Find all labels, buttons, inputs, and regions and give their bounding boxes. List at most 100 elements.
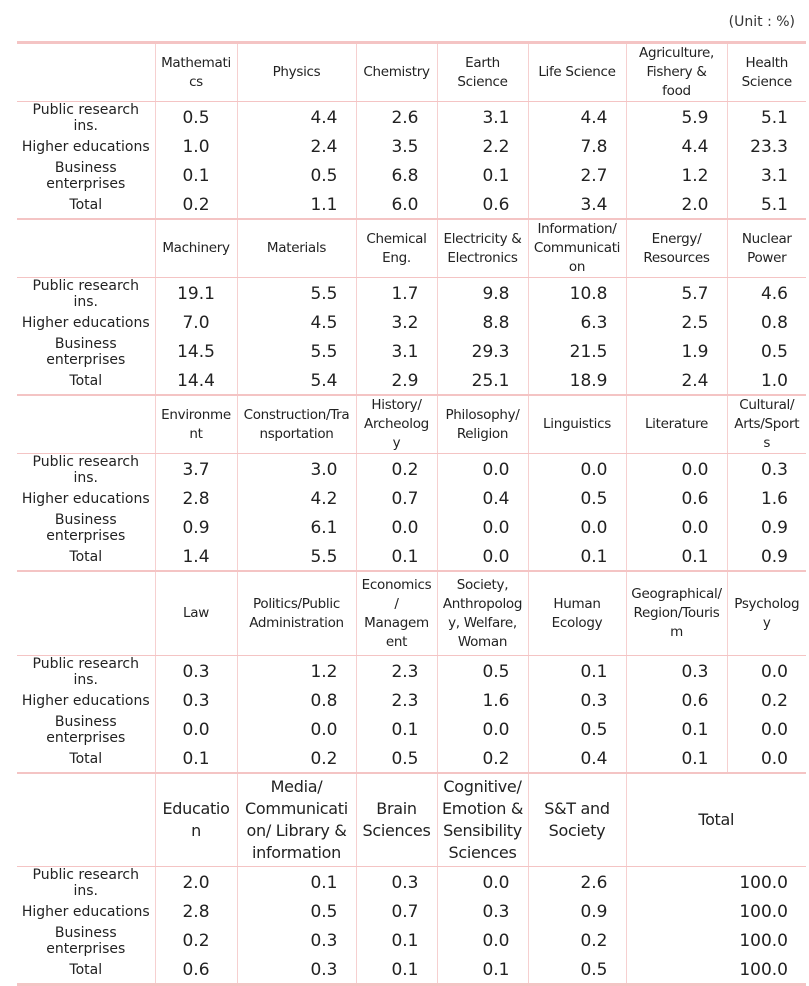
header-row: Mathematics Physics Chemistry Earth Science… — [17, 42, 806, 102]
value-cell: 3.1 — [726, 160, 806, 192]
value-cell: 0.1 — [154, 160, 237, 192]
value-cell: 0.3 — [527, 688, 626, 714]
value-cell: 5.9 — [625, 101, 727, 134]
column-header: Information/ Communication — [527, 219, 626, 278]
data-row: Higher educations 1.0 2.4 3.5 2.2 7.8 4.4 23.3 — [17, 134, 806, 160]
corner-cell — [17, 42, 155, 102]
data-row: Higher educations 0.3 0.8 2.3 1.6 0.3 0.6 0.2 — [17, 688, 806, 714]
data-row: Total 0.1 0.2 0.5 0.2 0.4 0.1 0.0 — [17, 746, 806, 774]
data-row: Business enterprises 0.0 0.0 0.1 0.0 0.5 0.1 0.… — [17, 714, 806, 746]
column-header: Nuclear Power — [726, 219, 806, 278]
row-label: Public research ins. — [32, 278, 139, 310]
value-cell: 19.1 — [154, 277, 237, 310]
value-cell: 0.1 — [355, 925, 437, 957]
value-cell: 5.5 — [236, 544, 356, 572]
corner-cell — [17, 773, 155, 867]
value-cell: 2.5 — [625, 310, 727, 336]
value-cell: 0.0 — [527, 512, 626, 544]
value-cell: 0.0 — [436, 866, 528, 899]
column-header: Geographical/ Region/Tourism — [625, 571, 727, 656]
column-header: Psychology — [726, 571, 806, 656]
corner-cell — [17, 219, 155, 278]
column-header: History/ Archeology — [355, 395, 437, 454]
value-cell: 0.8 — [236, 688, 356, 714]
value-cell: 100.0 — [625, 957, 806, 986]
column-header: Brain Sciences — [355, 773, 437, 867]
value-cell: 5.4 — [236, 368, 356, 396]
value-cell: 2.8 — [154, 899, 237, 925]
value-cell: 0.1 — [236, 866, 356, 899]
value-cell: 2.3 — [355, 655, 437, 688]
row-label: Public research ins. — [32, 454, 139, 486]
value-cell: 0.1 — [625, 746, 727, 774]
value-cell: 0.6 — [154, 957, 237, 986]
value-cell: 0.2 — [527, 925, 626, 957]
value-cell: 0.1 — [527, 655, 626, 688]
value-cell: 1.2 — [236, 655, 356, 688]
value-cell: 0.7 — [355, 486, 437, 512]
value-cell: 0.0 — [726, 655, 806, 688]
value-cell: 1.0 — [154, 134, 237, 160]
value-cell: 0.3 — [236, 957, 356, 986]
row-label: Higher educations — [21, 904, 150, 920]
row-label: Higher educations — [21, 315, 150, 331]
value-cell: 18.9 — [527, 368, 626, 396]
data-row: Business enterprises 14.5 5.5 3.1 29.3 21.5 1.… — [17, 336, 806, 368]
value-cell: 100.0 — [625, 866, 806, 899]
value-cell: 0.0 — [436, 512, 528, 544]
value-cell: 3.2 — [355, 310, 437, 336]
value-cell: 0.9 — [154, 512, 237, 544]
value-cell: 3.7 — [154, 453, 237, 486]
column-header: Law — [154, 571, 237, 656]
value-cell: 2.7 — [527, 160, 626, 192]
value-cell: 1.4 — [154, 544, 237, 572]
value-cell: 0.5 — [236, 899, 356, 925]
value-cell: 5.5 — [236, 277, 356, 310]
column-header: Chemical Eng. — [355, 219, 437, 278]
header-row: Law Politics/Public Administration Economi… — [17, 571, 806, 656]
value-cell: 3.1 — [355, 336, 437, 368]
value-cell: 1.9 — [625, 336, 727, 368]
value-cell: 3.5 — [355, 134, 437, 160]
value-cell: 0.5 — [154, 101, 237, 134]
row-label: Business enterprises — [46, 512, 126, 544]
column-header: Cognitive/ Emotion & Sensibility Science… — [436, 773, 528, 867]
value-cell: 7.0 — [154, 310, 237, 336]
value-cell: 2.3 — [355, 688, 437, 714]
value-cell: 2.0 — [154, 866, 237, 899]
value-cell: 0.5 — [527, 957, 626, 986]
value-cell: 7.8 — [527, 134, 626, 160]
row-label: Business enterprises — [46, 160, 126, 192]
value-cell: 100.0 — [625, 925, 806, 957]
value-cell: 2.6 — [355, 101, 437, 134]
value-cell: 0.0 — [436, 544, 528, 572]
value-cell: 0.1 — [355, 957, 437, 986]
value-cell: 4.4 — [236, 101, 356, 134]
value-cell: 0.5 — [527, 486, 626, 512]
value-cell: 2.2 — [436, 134, 528, 160]
value-cell: 25.1 — [436, 368, 528, 396]
value-cell: 21.5 — [527, 336, 626, 368]
value-cell: 0.6 — [436, 192, 528, 220]
value-cell: 0.2 — [236, 746, 356, 774]
data-row: Public research ins. 3.7 3.0 0.2 0.0 0.0 0.0 0.… — [17, 453, 806, 486]
value-cell: 0.0 — [436, 714, 528, 746]
value-cell: 1.6 — [436, 688, 528, 714]
column-header: Machinery — [154, 219, 237, 278]
value-cell: 1.2 — [625, 160, 727, 192]
value-cell: 0.3 — [726, 453, 806, 486]
corner-cell — [17, 571, 155, 656]
column-header: Literature — [625, 395, 727, 454]
value-cell: 0.3 — [625, 655, 727, 688]
row-label: Public research ins. — [32, 656, 139, 688]
value-cell: 14.5 — [154, 336, 237, 368]
column-header: Linguistics — [527, 395, 626, 454]
value-cell: 1.6 — [726, 486, 806, 512]
unit-label: (Unit : %) — [728, 14, 795, 30]
column-header: Philosophy/ Religion — [436, 395, 528, 454]
value-cell: 0.0 — [436, 925, 528, 957]
value-cell: 4.4 — [625, 134, 727, 160]
data-row: Total 0.6 0.3 0.1 0.1 0.5 100.0 — [17, 957, 806, 986]
value-cell: 2.8 — [154, 486, 237, 512]
value-cell: 10.8 — [527, 277, 626, 310]
